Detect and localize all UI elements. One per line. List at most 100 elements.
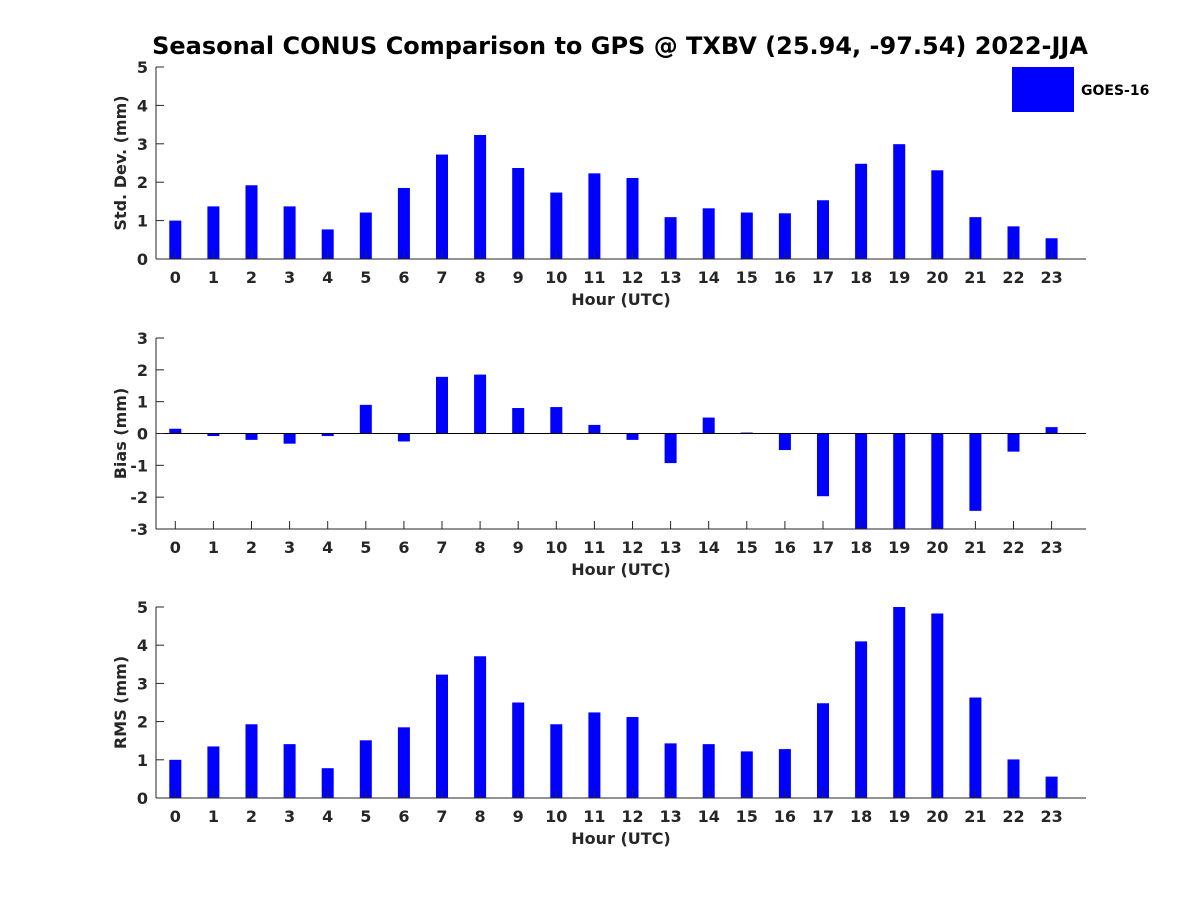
bar-11 xyxy=(588,712,601,798)
x-axis-label: Hour (UTC) xyxy=(571,829,671,848)
bar-15 xyxy=(740,212,753,259)
bar-22 xyxy=(1007,759,1020,798)
x-tick-label: 4 xyxy=(322,268,333,287)
x-tick-label: 12 xyxy=(621,807,643,826)
bar-11 xyxy=(588,424,601,434)
bar-10 xyxy=(550,192,563,259)
bar-13 xyxy=(664,743,677,798)
x-tick-label: 6 xyxy=(398,268,409,287)
x-tick-label: 0 xyxy=(170,538,181,557)
y-tick-label: -1 xyxy=(130,456,148,475)
legend-swatch xyxy=(1012,67,1074,112)
x-tick-label: 19 xyxy=(888,268,910,287)
y-tick-label: 0 xyxy=(137,250,148,269)
y-tick-label: 2 xyxy=(137,713,148,732)
bar-17 xyxy=(817,200,829,259)
x-tick-label: 20 xyxy=(926,268,948,287)
x-axis-label: Hour (UTC) xyxy=(571,290,671,309)
x-tick-label: 16 xyxy=(774,538,796,557)
bar-21 xyxy=(969,433,982,511)
x-tick-label: 0 xyxy=(170,807,181,826)
x-tick-label: 18 xyxy=(850,538,872,557)
bar-18 xyxy=(855,641,868,798)
x-tick-label: 5 xyxy=(360,538,371,557)
x-tick-label: 11 xyxy=(583,807,605,826)
x-tick-label: 13 xyxy=(659,538,681,557)
y-tick-label: 1 xyxy=(137,751,148,770)
bar-17 xyxy=(817,433,829,497)
bar-21 xyxy=(969,217,982,259)
bar-13 xyxy=(664,217,677,259)
bar-11 xyxy=(588,173,601,259)
x-tick-label: 20 xyxy=(926,807,948,826)
bar-14 xyxy=(702,417,715,434)
bar-19 xyxy=(893,433,906,529)
x-tick-label: 15 xyxy=(736,538,758,557)
bar-19 xyxy=(893,607,906,798)
x-tick-label: 9 xyxy=(513,807,524,826)
bar-1 xyxy=(207,746,220,798)
bar-5 xyxy=(359,404,372,434)
x-tick-label: 1 xyxy=(208,807,219,826)
x-tick-label: 21 xyxy=(964,538,986,557)
x-tick-label: 13 xyxy=(659,268,681,287)
x-tick-label: 0 xyxy=(170,268,181,287)
x-tick-label: 20 xyxy=(926,538,948,557)
x-tick-label: 9 xyxy=(513,538,524,557)
bar-0 xyxy=(169,428,182,434)
x-tick-label: 23 xyxy=(1040,268,1062,287)
bar-9 xyxy=(512,167,525,259)
bar-13 xyxy=(664,433,677,464)
x-tick-label: 14 xyxy=(698,268,720,287)
y-axis-label: Std. Dev. (mm) xyxy=(111,95,130,230)
bar-12 xyxy=(626,433,639,440)
bar-9 xyxy=(512,702,525,798)
y-tick-label: 3 xyxy=(137,135,148,154)
bar-22 xyxy=(1007,226,1020,259)
x-tick-label: 11 xyxy=(583,538,605,557)
y-tick-label: 0 xyxy=(137,425,148,444)
bar-14 xyxy=(702,208,715,259)
x-tick-label: 18 xyxy=(850,807,872,826)
y-axis-label: RMS (mm) xyxy=(111,656,130,749)
x-tick-label: 1 xyxy=(208,268,219,287)
y-tick-label: 1 xyxy=(137,393,148,412)
bar-6 xyxy=(397,727,410,798)
x-tick-label: 16 xyxy=(774,268,796,287)
bar-17 xyxy=(817,703,829,798)
x-tick-label: 19 xyxy=(888,538,910,557)
x-axis-label: Hour (UTC) xyxy=(571,560,671,579)
x-tick-label: 2 xyxy=(246,807,257,826)
bar-16 xyxy=(778,749,791,798)
y-tick-label: 3 xyxy=(137,674,148,693)
y-tick-label: 2 xyxy=(137,173,148,192)
x-tick-label: 6 xyxy=(398,807,409,826)
x-tick-label: 8 xyxy=(475,807,486,826)
y-tick-label: 5 xyxy=(137,58,148,77)
x-tick-label: 10 xyxy=(545,268,567,287)
legend: GOES-16 xyxy=(1012,67,1149,112)
bar-15 xyxy=(740,751,753,798)
bar-8 xyxy=(474,134,487,259)
bar-8 xyxy=(474,374,487,434)
x-tick-label: 23 xyxy=(1040,538,1062,557)
bar-7 xyxy=(436,674,448,798)
bar-6 xyxy=(397,187,410,259)
legend-label: GOES-16 xyxy=(1081,83,1149,99)
x-tick-label: 23 xyxy=(1040,807,1062,826)
x-tick-label: 18 xyxy=(850,268,872,287)
bar-9 xyxy=(512,408,525,434)
bar-1 xyxy=(207,206,220,259)
x-tick-label: 22 xyxy=(1002,268,1024,287)
y-tick-label: 5 xyxy=(137,598,148,617)
x-tick-label: 17 xyxy=(812,807,834,826)
x-tick-label: 19 xyxy=(888,807,910,826)
x-tick-label: 1 xyxy=(208,538,219,557)
bar-8 xyxy=(474,656,487,798)
bar-5 xyxy=(359,740,372,798)
figure-title: Seasonal CONUS Comparison to GPS @ TXBV … xyxy=(152,32,1088,60)
x-tick-label: 6 xyxy=(398,538,409,557)
